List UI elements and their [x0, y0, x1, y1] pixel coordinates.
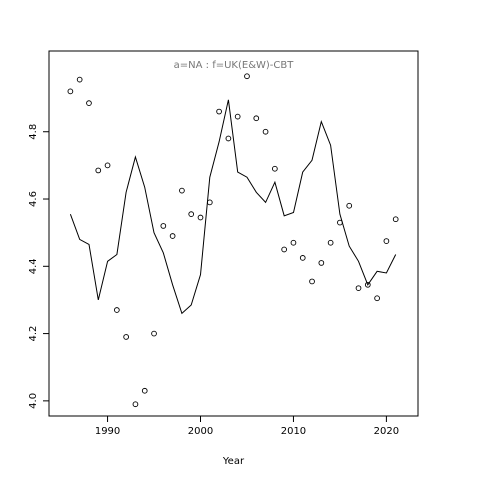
data-point [114, 307, 120, 313]
data-point [309, 278, 315, 285]
x-tick-label: 2000 [188, 426, 213, 437]
chart-title: a=NA : f=UK(E&W)-CBT [174, 60, 295, 71]
data-point [272, 165, 278, 172]
data-point [216, 108, 222, 115]
data-point [290, 239, 297, 246]
data-point [197, 214, 204, 221]
fitted-line [69, 99, 397, 315]
data-point [151, 330, 157, 337]
data-point [179, 187, 185, 194]
data-point [86, 100, 92, 106]
data-point [392, 216, 399, 223]
fitted-line-series [69, 99, 397, 315]
data-point [123, 334, 129, 340]
data-point [364, 281, 371, 288]
x-tick-label: 2020 [374, 426, 399, 437]
data-point [244, 73, 250, 80]
x-tick-label: 2010 [281, 426, 306, 437]
data-point [318, 260, 325, 266]
data-point [169, 233, 176, 239]
data-point [346, 202, 353, 209]
observed-points-series [67, 73, 399, 408]
data-point [132, 401, 139, 408]
data-point [76, 76, 83, 83]
data-point [355, 285, 362, 292]
data-point [141, 387, 148, 394]
data-point [188, 211, 195, 218]
x-axis-title: Year [222, 456, 245, 467]
data-point [253, 115, 260, 122]
x-axis: 1990 2000 2010 2020 [95, 416, 399, 437]
data-point [281, 246, 288, 253]
data-point [234, 113, 241, 120]
y-tick-label: 4.4 [28, 258, 39, 274]
data-point [337, 219, 343, 226]
x-tick-label: 1990 [95, 426, 120, 437]
data-point [299, 255, 306, 261]
y-tick-label: 4.0 [28, 393, 39, 409]
data-point [383, 238, 390, 244]
data-point [160, 223, 167, 229]
data-point [225, 135, 232, 142]
data-point [327, 239, 334, 246]
y-tick-label: 4.2 [28, 326, 39, 342]
data-point [206, 199, 213, 206]
data-point [104, 162, 111, 169]
y-tick-label: 4.8 [28, 124, 39, 140]
data-point [262, 128, 269, 135]
data-point [374, 295, 380, 302]
data-point [95, 167, 102, 174]
plot-frame [48, 50, 419, 417]
data-point [67, 88, 74, 95]
y-tick-label: 4.6 [28, 191, 39, 207]
y-axis: 4.0 4.2 4.4 4.6 4.8 [28, 124, 49, 409]
